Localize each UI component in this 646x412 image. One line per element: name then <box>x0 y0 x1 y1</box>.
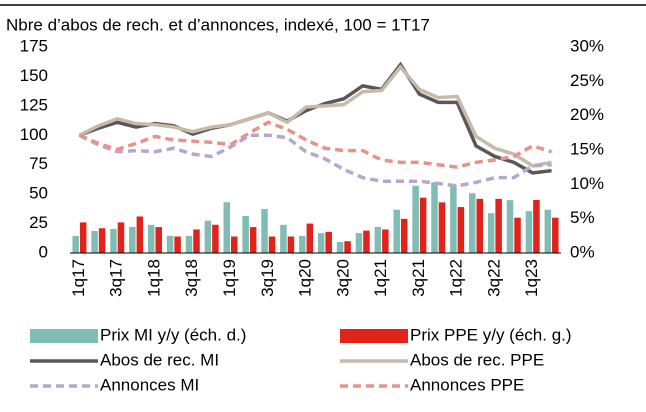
bar <box>506 200 514 253</box>
bar <box>223 202 231 253</box>
bar <box>317 233 325 253</box>
x-tick-label: 3q21 <box>409 259 428 297</box>
bar <box>268 236 276 253</box>
x-tick-label: 1q18 <box>144 259 163 297</box>
line-series <box>78 64 552 168</box>
bar <box>374 226 382 253</box>
bar <box>212 224 219 253</box>
y2-tick-label: 25% <box>570 71 604 90</box>
bar <box>514 217 521 253</box>
bar <box>382 229 389 253</box>
x-tick-label: 1q17 <box>69 259 88 297</box>
bar <box>117 222 125 253</box>
y-tick-label: 75 <box>29 154 48 173</box>
bar <box>363 230 370 253</box>
y2-tick-label: 5% <box>570 208 595 227</box>
bar <box>299 235 306 253</box>
legend-label: Abos de rec. MI <box>100 350 219 369</box>
bar <box>344 241 351 253</box>
bar <box>469 193 476 253</box>
bar <box>91 231 98 253</box>
bar <box>261 209 268 253</box>
y2-tick-label: 30% <box>570 36 604 55</box>
y2-tick-label: 0% <box>570 242 595 261</box>
x-tick-label: 1q22 <box>447 259 466 297</box>
y-tick-label: 50 <box>29 184 48 203</box>
x-tick-label: 1q23 <box>522 259 541 297</box>
bar <box>98 228 106 253</box>
bar <box>400 218 408 253</box>
bar <box>231 236 238 253</box>
legend-label: Annonces MI <box>100 375 199 394</box>
bar <box>487 213 495 253</box>
y-tick-label: 150 <box>20 66 48 85</box>
legend-label: Annonces PPE <box>410 375 524 394</box>
bar <box>336 242 344 253</box>
bar <box>552 217 559 253</box>
legend-label: Prix MI y/y (éch. d.) <box>100 325 246 344</box>
bar <box>193 229 200 253</box>
bar <box>457 207 465 253</box>
bar <box>185 235 193 253</box>
x-tick-label: 3q19 <box>258 259 277 297</box>
bar <box>242 215 249 253</box>
legend-swatch <box>30 329 98 343</box>
bar <box>155 227 162 253</box>
line-series <box>78 133 552 188</box>
bar <box>525 211 533 253</box>
y-tick-label: 25 <box>29 213 48 232</box>
legend-swatch <box>340 329 408 343</box>
bar <box>325 231 332 253</box>
x-tick-label: 3q17 <box>107 259 126 297</box>
x-tick-label: 3q20 <box>333 259 352 297</box>
y2-tick-label: 15% <box>570 139 604 158</box>
x-tick-label: 3q18 <box>182 259 201 297</box>
legend-label: Abos de rec. PPE <box>410 350 544 369</box>
bar <box>147 224 155 253</box>
chart-title: Nbre d’abos de rech. et d’annonces, inde… <box>6 15 430 34</box>
bar <box>129 226 136 253</box>
bar <box>431 182 438 253</box>
line-series <box>78 120 553 169</box>
bar <box>476 198 484 253</box>
bar <box>495 198 502 253</box>
x-tick-label: 1q21 <box>371 259 390 297</box>
legend-label: Prix PPE y/y (éch. g.) <box>410 325 572 344</box>
bar <box>419 197 427 253</box>
bar <box>166 235 174 253</box>
y-tick-label: 175 <box>20 36 48 55</box>
bar <box>79 222 87 253</box>
bar <box>204 220 212 253</box>
y-tick-label: 125 <box>20 95 48 114</box>
bar <box>249 227 257 253</box>
y-tick-label: 0 <box>39 242 48 261</box>
bar <box>136 216 144 253</box>
x-tick-label: 1q19 <box>220 259 239 297</box>
bar <box>306 223 314 253</box>
bar <box>393 209 400 253</box>
bar <box>174 236 181 253</box>
bar <box>287 236 295 253</box>
bar <box>355 233 363 253</box>
bar <box>544 209 552 253</box>
x-tick-label: 3q22 <box>484 259 503 297</box>
bar <box>412 185 419 253</box>
bar <box>110 228 117 253</box>
x-tick-label: 1q20 <box>296 259 315 297</box>
bar <box>450 185 457 253</box>
bar <box>280 224 287 253</box>
y2-tick-label: 20% <box>570 105 604 124</box>
bar <box>533 200 540 253</box>
bar <box>438 202 446 253</box>
y-tick-label: 100 <box>20 125 48 144</box>
bar <box>72 235 79 253</box>
y2-tick-label: 10% <box>570 174 604 193</box>
